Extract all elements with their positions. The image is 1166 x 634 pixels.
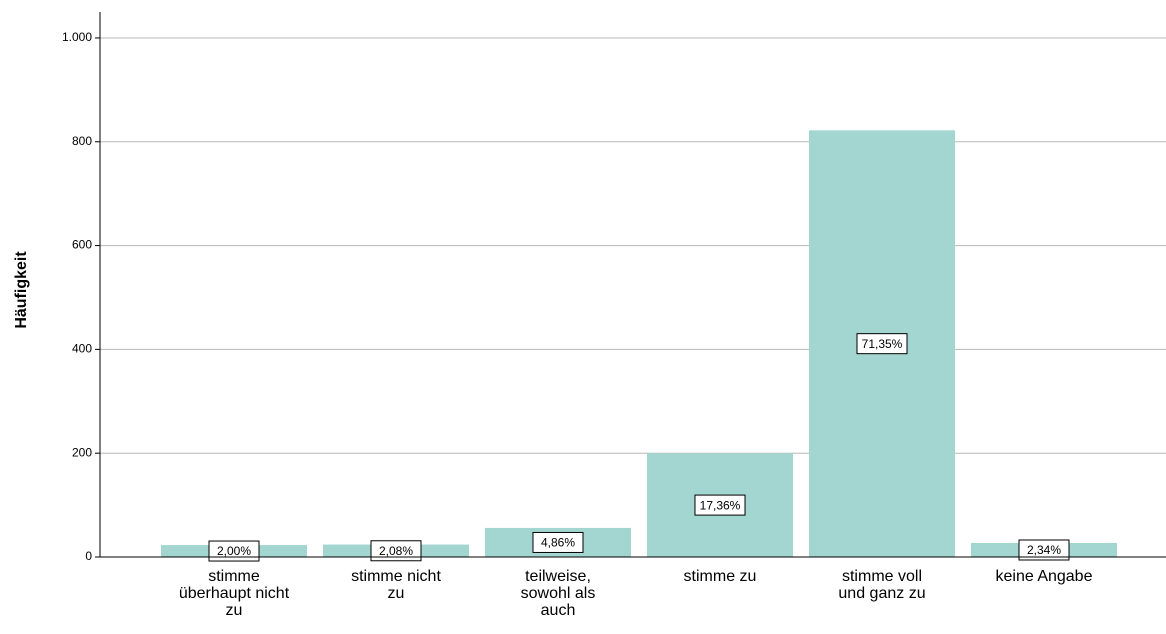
data-label-box [1018, 539, 1070, 561]
y-tick-label: 1.000 [62, 30, 92, 44]
x-tick-line: stimme voll [842, 568, 922, 585]
data-label: 2,00% [217, 544, 251, 558]
x-tick-line: zu [226, 602, 243, 619]
y-tick-label: 600 [72, 238, 92, 252]
y-axis-label: Häufigkeit [13, 251, 30, 329]
x-tick-line: stimme [208, 568, 260, 585]
data-label-box [856, 333, 908, 355]
x-tick-label: teilweise, sowohl als auch [521, 568, 596, 619]
data-label: 2,34% [1027, 543, 1061, 557]
x-tick-line: und ganz zu [838, 585, 925, 602]
x-tick-label: keine Angabe [996, 568, 1093, 585]
x-tick-line: stimme nicht [351, 568, 441, 585]
x-tick-line: teilweise, [525, 568, 591, 585]
x-tick-label: stimme nicht zu [351, 568, 441, 602]
data-label: 4,86% [541, 536, 575, 550]
x-tick-line: stimme zu [684, 568, 757, 585]
x-tick-line: keine Angabe [996, 568, 1093, 585]
data-label-box [370, 540, 422, 562]
data-label-box [532, 531, 584, 553]
x-tick-line: auch [541, 602, 576, 619]
y-tick-label: 0 [85, 549, 92, 563]
x-tick-label: stimme zu [684, 568, 757, 585]
x-tick-line: überhaupt nicht [179, 585, 290, 602]
y-tick-label: 400 [72, 342, 92, 356]
data-label-box [208, 540, 260, 562]
data-label: 71,35% [862, 337, 903, 351]
data-label: 17,36% [700, 498, 741, 512]
data-label: 2,08% [379, 544, 413, 558]
x-tick-line: sowohl als [521, 585, 596, 602]
y-tick-label: 200 [72, 445, 92, 459]
x-tick-label: stimme voll und ganz zu [838, 568, 925, 602]
x-tick-line: zu [388, 585, 405, 602]
y-tick-label: 800 [72, 134, 92, 148]
data-label-box [694, 494, 746, 516]
x-tick-label: stimme überhaupt nicht zu [179, 568, 290, 619]
